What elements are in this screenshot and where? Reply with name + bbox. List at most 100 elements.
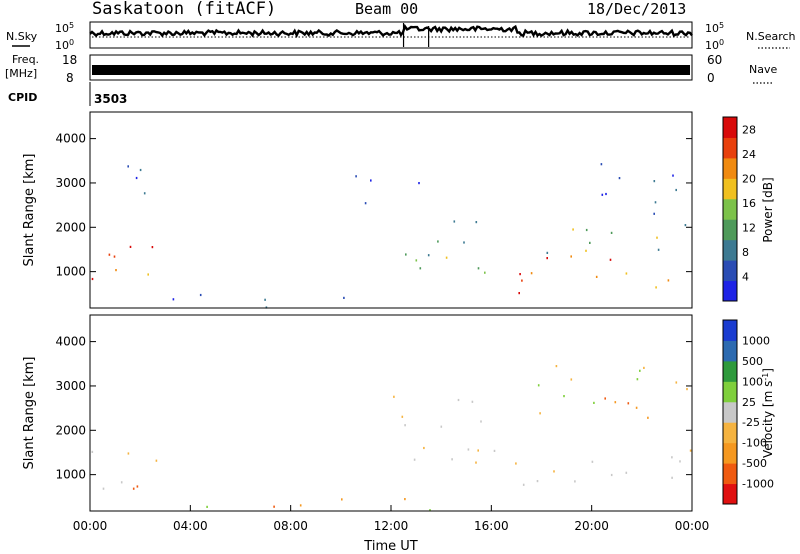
scatter-cell <box>102 487 105 490</box>
colorbar-swatch <box>723 260 737 282</box>
colorbar-swatch <box>723 178 737 200</box>
scatter-cell <box>91 277 94 281</box>
scatter-cell <box>537 384 540 387</box>
cpid-label: CPID <box>8 91 37 104</box>
x-tick-label: 16:00 <box>474 519 509 533</box>
x-tick-label: 08:00 <box>273 519 308 533</box>
scatter-cell <box>679 460 681 463</box>
scatter-cell <box>364 202 367 205</box>
scatter-cell <box>515 462 517 465</box>
nsky-strip: N.Sky 105 100 105 100 N.Search <box>6 21 796 52</box>
scatter-cell <box>625 471 628 474</box>
colorbar-swatch <box>723 401 737 423</box>
colorbar-tick-label: 28 <box>742 123 756 136</box>
scatter-cell <box>451 458 453 461</box>
scatter-cell <box>341 498 343 501</box>
scatter-cell <box>546 251 549 254</box>
colorbar-frame <box>722 319 738 505</box>
scatter-cell <box>120 481 123 484</box>
scatter-cell <box>601 193 604 196</box>
nsky-trace <box>89 23 693 47</box>
x-tick-label: 00:00 <box>675 519 710 533</box>
nsearch-label: N.Search <box>746 30 796 43</box>
x-tick-label: 20:00 <box>574 519 609 533</box>
colorbar-swatch <box>723 463 737 485</box>
scatter-cell <box>635 406 638 409</box>
scatter-cell <box>643 366 645 369</box>
x-tick-label: 12:00 <box>374 519 409 533</box>
freq-label: Freq. <box>12 53 39 66</box>
scatter-cell <box>418 182 420 185</box>
scatter-cell <box>393 395 395 398</box>
y-tick-label: 2000 <box>55 220 86 234</box>
scatter-cell <box>419 267 422 270</box>
scatter-cell <box>199 293 202 297</box>
freq-trace <box>92 65 690 75</box>
y-tick-label: 1000 <box>55 468 86 482</box>
scatter-cell <box>654 201 657 204</box>
colorbar-swatch <box>723 280 737 302</box>
scatter-cell <box>522 483 525 486</box>
colorbar-swatch <box>723 157 737 179</box>
scatter-cell <box>206 505 208 508</box>
scatter-cell <box>370 179 372 182</box>
scatter-cell <box>147 273 149 276</box>
colorbar-tick-label: 1000 <box>742 334 770 347</box>
scatter-cell <box>610 473 613 477</box>
scatter-cell <box>135 176 138 180</box>
nsky-line <box>89 23 693 39</box>
scatter-cell <box>127 165 129 168</box>
colorbar-swatch <box>723 483 737 505</box>
scatter-cell <box>600 163 603 166</box>
colorbar-tick-label: 24 <box>742 148 756 161</box>
scatter-cell <box>555 365 558 368</box>
scatter-cell <box>546 257 548 260</box>
scatter-cell <box>647 416 649 419</box>
velocity-colorbar: -1000 -500 -100 -25 25 100 500 1000 <box>722 319 774 505</box>
scatter-cell <box>655 286 657 289</box>
scatter-cell <box>667 279 670 282</box>
scatter-cell <box>155 459 158 462</box>
scatter-cell <box>653 180 656 183</box>
scatter-cell <box>355 175 357 178</box>
scatter-cell <box>343 296 345 299</box>
nave-tick-high: 60 <box>707 53 722 67</box>
nsky-tick-high: 105 <box>55 21 74 35</box>
velocity-y-axis: 1000 2000 3000 4000 <box>55 335 692 482</box>
y-tick-label: 4000 <box>55 132 86 146</box>
freq-tick-high: 18 <box>62 53 77 67</box>
scatter-cell <box>519 273 521 276</box>
scatter-cell <box>445 256 448 259</box>
colorbar-swatch <box>723 219 737 241</box>
scatter-cell <box>591 460 594 463</box>
scatter-cell <box>657 248 660 251</box>
scatter-cell <box>639 369 641 372</box>
colorbar-tick-label: -500 <box>742 457 767 470</box>
scatter-cell <box>604 397 606 400</box>
scatter-cell <box>477 449 479 452</box>
scatter-cell <box>113 255 116 258</box>
scatter-cell <box>618 177 621 180</box>
colorbar-swatch <box>723 422 737 444</box>
freq-unit-label: [MHz] <box>5 67 37 80</box>
colorbar-swatch <box>723 117 737 138</box>
colorbar-tick-label: -25 <box>742 416 760 429</box>
scatter-cell <box>475 461 477 464</box>
y-tick-label: 4000 <box>55 335 86 349</box>
nsky-tick-low: 100 <box>55 38 74 52</box>
x-tick-label: 04:00 <box>173 519 208 533</box>
scatter-cell <box>143 192 146 195</box>
power-colorbar-label: Power [dB] <box>761 177 775 242</box>
scatter-cell <box>115 269 117 272</box>
scatter-cell <box>686 388 688 391</box>
colorbar-tick-label: 4 <box>742 270 749 283</box>
beam-title: Beam 00 <box>355 0 418 18</box>
scatter-cell <box>609 258 612 261</box>
scatter-cell <box>475 221 478 224</box>
colorbar-tick-label: 500 <box>742 355 763 368</box>
scatter-cell <box>610 231 613 234</box>
nave-tick-low: 0 <box>707 71 715 85</box>
colorbar-tick-label: -1000 <box>742 478 774 491</box>
nsearch-tick-high: 105 <box>705 21 724 35</box>
